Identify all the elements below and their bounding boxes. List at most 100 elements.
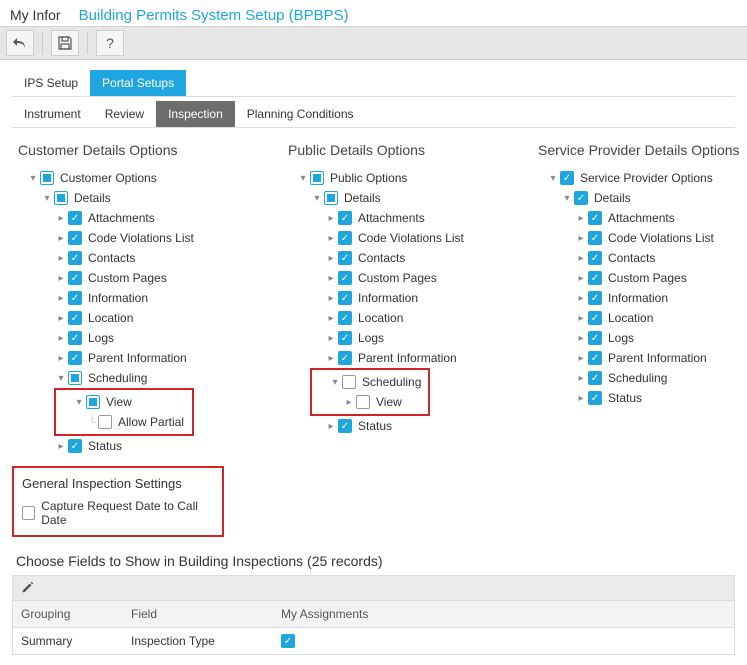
tree-item[interactable]: ▸Information <box>282 288 522 308</box>
tab-instrument[interactable]: Instrument <box>12 101 93 127</box>
tab-review[interactable]: Review <box>93 101 156 127</box>
tree-item[interactable]: ▸Logs <box>532 328 742 348</box>
checkbox[interactable] <box>68 439 82 453</box>
capture-request-row[interactable]: Capture Request Date to Call Date <box>22 499 214 527</box>
chevron-down-icon[interactable]: ▾ <box>560 193 574 204</box>
chevron-right-icon[interactable]: ▸ <box>574 333 588 344</box>
public-details-node[interactable]: ▾Details <box>282 188 522 208</box>
customer-scheduling-node[interactable]: ▾Scheduling <box>12 368 272 388</box>
tree-item[interactable]: ▸Contacts <box>12 248 272 268</box>
tree-item[interactable]: ▸Contacts <box>532 248 742 268</box>
my-infor-link[interactable]: My Infor <box>10 7 61 23</box>
checkbox[interactable] <box>588 391 602 405</box>
provider-details-node[interactable]: ▾Details <box>532 188 742 208</box>
chevron-right-icon[interactable]: ▸ <box>324 313 338 324</box>
col-grouping[interactable]: Grouping <box>13 601 123 627</box>
tree-item[interactable]: ▸Parent Information <box>12 348 272 368</box>
checkbox[interactable] <box>310 171 324 185</box>
checkbox[interactable] <box>338 331 352 345</box>
checkbox[interactable] <box>588 291 602 305</box>
tree-item[interactable]: ▸Attachments <box>12 208 272 228</box>
checkbox[interactable] <box>588 251 602 265</box>
checkbox[interactable] <box>68 291 82 305</box>
help-button[interactable]: ? <box>96 30 124 56</box>
tab-inspection[interactable]: Inspection <box>156 101 235 127</box>
chevron-right-icon[interactable]: ▸ <box>324 213 338 224</box>
tree-item[interactable]: ▸Information <box>12 288 272 308</box>
checkbox[interactable] <box>86 395 100 409</box>
chevron-right-icon[interactable]: ▸ <box>574 253 588 264</box>
tree-item[interactable]: ▸Custom Pages <box>12 268 272 288</box>
customer-options-node[interactable]: ▾ Customer Options <box>12 168 272 188</box>
tree-item[interactable]: ▸Status <box>532 388 742 408</box>
chevron-right-icon[interactable]: ▸ <box>574 213 588 224</box>
chevron-down-icon[interactable]: ▾ <box>546 173 560 184</box>
checkbox[interactable] <box>356 395 370 409</box>
col-my-assignments[interactable]: My Assignments <box>273 601 393 627</box>
chevron-right-icon[interactable]: ▸ <box>324 233 338 244</box>
customer-view-node[interactable]: ▾View <box>58 392 190 412</box>
pencil-icon[interactable] <box>21 580 35 597</box>
undo-button[interactable] <box>6 30 34 56</box>
tree-item[interactable]: ▸Logs <box>12 328 272 348</box>
checkbox[interactable] <box>324 191 338 205</box>
chevron-right-icon[interactable]: ▸ <box>574 233 588 244</box>
checkbox[interactable] <box>338 351 352 365</box>
chevron-down-icon[interactable]: ▾ <box>54 373 68 384</box>
checkbox[interactable] <box>338 251 352 265</box>
checkbox[interactable] <box>342 375 356 389</box>
chevron-right-icon[interactable]: ▸ <box>54 313 68 324</box>
checkbox[interactable] <box>68 271 82 285</box>
tree-item[interactable]: ▸Custom Pages <box>532 268 742 288</box>
tree-item[interactable]: ▸Parent Information <box>282 348 522 368</box>
public-scheduling-node[interactable]: ▾Scheduling <box>314 372 426 392</box>
tree-item[interactable]: ▸Contacts <box>282 248 522 268</box>
checkbox[interactable] <box>338 211 352 225</box>
provider-options-node[interactable]: ▾Service Provider Options <box>532 168 742 188</box>
checkbox[interactable] <box>98 415 112 429</box>
checkbox[interactable] <box>68 231 82 245</box>
chevron-right-icon[interactable]: ▸ <box>54 353 68 364</box>
chevron-down-icon[interactable]: ▾ <box>40 193 54 204</box>
checkbox[interactable] <box>68 311 82 325</box>
checkbox[interactable] <box>54 191 68 205</box>
chevron-right-icon[interactable]: ▸ <box>574 293 588 304</box>
chevron-right-icon[interactable]: ▸ <box>324 273 338 284</box>
checkbox[interactable] <box>588 331 602 345</box>
tab-ips-setup[interactable]: IPS Setup <box>12 70 90 96</box>
chevron-down-icon[interactable]: ▾ <box>26 173 40 184</box>
checkbox[interactable] <box>588 351 602 365</box>
tree-item[interactable]: ▸Parent Information <box>532 348 742 368</box>
grid-row[interactable]: Summary Inspection Type <box>12 628 735 655</box>
checkbox[interactable] <box>588 271 602 285</box>
chevron-right-icon[interactable]: ▸ <box>324 353 338 364</box>
tree-item[interactable]: ▸Custom Pages <box>282 268 522 288</box>
chevron-down-icon[interactable]: ▾ <box>310 193 324 204</box>
tree-item[interactable]: ▸Code Violations List <box>532 228 742 248</box>
checkbox[interactable] <box>68 211 82 225</box>
checkbox[interactable] <box>338 311 352 325</box>
checkbox[interactable] <box>338 271 352 285</box>
checkbox[interactable] <box>68 251 82 265</box>
chevron-right-icon[interactable]: ▸ <box>574 313 588 324</box>
checkbox[interactable] <box>338 291 352 305</box>
chevron-right-icon[interactable]: ▸ <box>54 253 68 264</box>
checkbox[interactable] <box>40 171 54 185</box>
tree-item[interactable]: ▸Attachments <box>532 208 742 228</box>
chevron-right-icon[interactable]: ▸ <box>54 333 68 344</box>
checkbox[interactable] <box>574 191 588 205</box>
checkbox[interactable] <box>338 419 352 433</box>
tree-item[interactable]: ▸Scheduling <box>532 368 742 388</box>
col-field[interactable]: Field <box>123 601 273 627</box>
checkbox[interactable] <box>68 351 82 365</box>
checkbox[interactable] <box>560 171 574 185</box>
chevron-right-icon[interactable]: ▸ <box>574 373 588 384</box>
chevron-right-icon[interactable]: ▸ <box>54 233 68 244</box>
checkbox[interactable] <box>588 211 602 225</box>
checkbox[interactable] <box>281 634 295 648</box>
chevron-right-icon[interactable]: ▸ <box>324 333 338 344</box>
checkbox[interactable] <box>588 231 602 245</box>
checkbox[interactable] <box>588 371 602 385</box>
chevron-right-icon[interactable]: ▸ <box>324 253 338 264</box>
chevron-right-icon[interactable]: ▸ <box>54 441 68 452</box>
